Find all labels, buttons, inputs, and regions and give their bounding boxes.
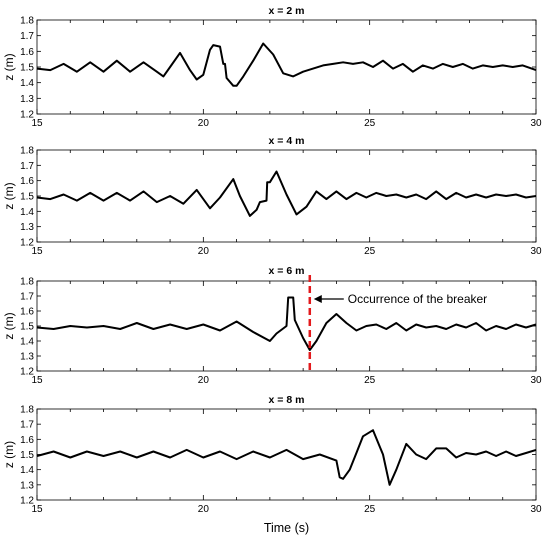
y-tick-label: 1.5 <box>20 63 34 74</box>
y-tick-label: 1.7 <box>20 292 34 303</box>
annotation-arrow-head <box>313 295 322 303</box>
x-tick-label: 25 <box>364 118 376 129</box>
panel-title: x = 6 m <box>269 265 305 277</box>
y-tick-label: 1.6 <box>20 435 34 446</box>
y-tick-label: 1.3 <box>20 480 34 491</box>
x-tick-label: 20 <box>198 504 210 515</box>
x-tick-label: 30 <box>530 118 542 129</box>
y-tick-label: 1.5 <box>20 322 34 333</box>
x-tick-label: 20 <box>198 118 210 129</box>
y-tick-label: 1.5 <box>20 192 34 203</box>
x-tick-label: 15 <box>31 375 43 386</box>
panel-title: x = 4 m <box>269 135 305 147</box>
y-tick-label: 1.8 <box>20 405 34 416</box>
y-tick-label: 1.6 <box>20 176 34 187</box>
panel-4: x = 8 m 1.2 1.3 1.4 1.5 1.6 1.7 1.8 15 20 25 30 z (m… <box>2 394 542 535</box>
x-tick-label: 15 <box>31 504 43 515</box>
x-tick-label: 30 <box>530 504 542 515</box>
x-tick-label: 30 <box>530 375 542 386</box>
x-tick-label: 25 <box>364 375 376 386</box>
y-tick-label: 1.4 <box>20 207 34 218</box>
y-tick-label: 1.8 <box>20 16 34 27</box>
panel-3: x = 6 m 1.2 1.3 1.4 1.5 1.6 1.7 1.8 15 20 25 30 z (m… <box>2 265 542 386</box>
y-tick-label: 1.2 <box>20 496 34 507</box>
y-tick-label: 1.6 <box>20 47 34 58</box>
y-tick-label: 1.2 <box>20 238 34 249</box>
y-tick-label: 1.3 <box>20 94 34 105</box>
y-tick-label: 1.4 <box>20 465 34 476</box>
panel-title: x = 2 m <box>269 5 305 17</box>
x-tick-label: 25 <box>364 246 376 257</box>
y-tick-label: 1.6 <box>20 307 34 318</box>
series-line <box>36 42 537 87</box>
y-tick-label: 1.8 <box>20 277 34 288</box>
series-line <box>36 170 537 217</box>
y-tick-label: 1.3 <box>20 222 34 233</box>
x-axis-title: Time (s) <box>264 521 309 535</box>
y-axis-title: z (m) <box>2 182 16 209</box>
y-tick-label: 1.7 <box>20 420 34 431</box>
y-tick-label: 1.3 <box>20 352 34 363</box>
axes-frame <box>36 19 537 115</box>
y-tick-label: 1.7 <box>20 31 34 42</box>
y-tick-label: 1.5 <box>20 450 34 461</box>
x-tick-label: 15 <box>31 118 43 129</box>
series-line <box>36 296 537 351</box>
y-tick-label: 1.2 <box>20 367 34 378</box>
panel-title: x = 8 m <box>269 394 305 406</box>
panel-1: x = 2 m 1.2 1.3 1.4 1.5 1.6 1.7 1.8 15 20 25 30 z (m… <box>2 5 542 129</box>
x-tick-label: 20 <box>198 246 210 257</box>
y-tick-label: 1.4 <box>20 78 34 89</box>
y-tick-label: 1.2 <box>20 110 34 121</box>
y-axis-title: z (m) <box>2 53 16 80</box>
panel-2: x = 4 m 1.2 1.3 1.4 1.5 1.6 1.7 1.8 15 20 25 30 z (m… <box>2 135 542 257</box>
series-line <box>36 429 537 486</box>
x-tick-label: 15 <box>31 246 43 257</box>
y-tick-label: 1.4 <box>20 337 34 348</box>
x-tick-label: 20 <box>198 375 210 386</box>
y-tick-label: 1.7 <box>20 161 34 172</box>
y-axis-title: z (m) <box>2 312 16 339</box>
y-axis-title: z (m) <box>2 441 16 468</box>
x-tick-label: 25 <box>364 504 376 515</box>
y-tick-label: 1.8 <box>20 146 34 157</box>
x-tick-label: 30 <box>530 246 542 257</box>
annotation-label: Occurrence of the breaker <box>348 292 487 306</box>
